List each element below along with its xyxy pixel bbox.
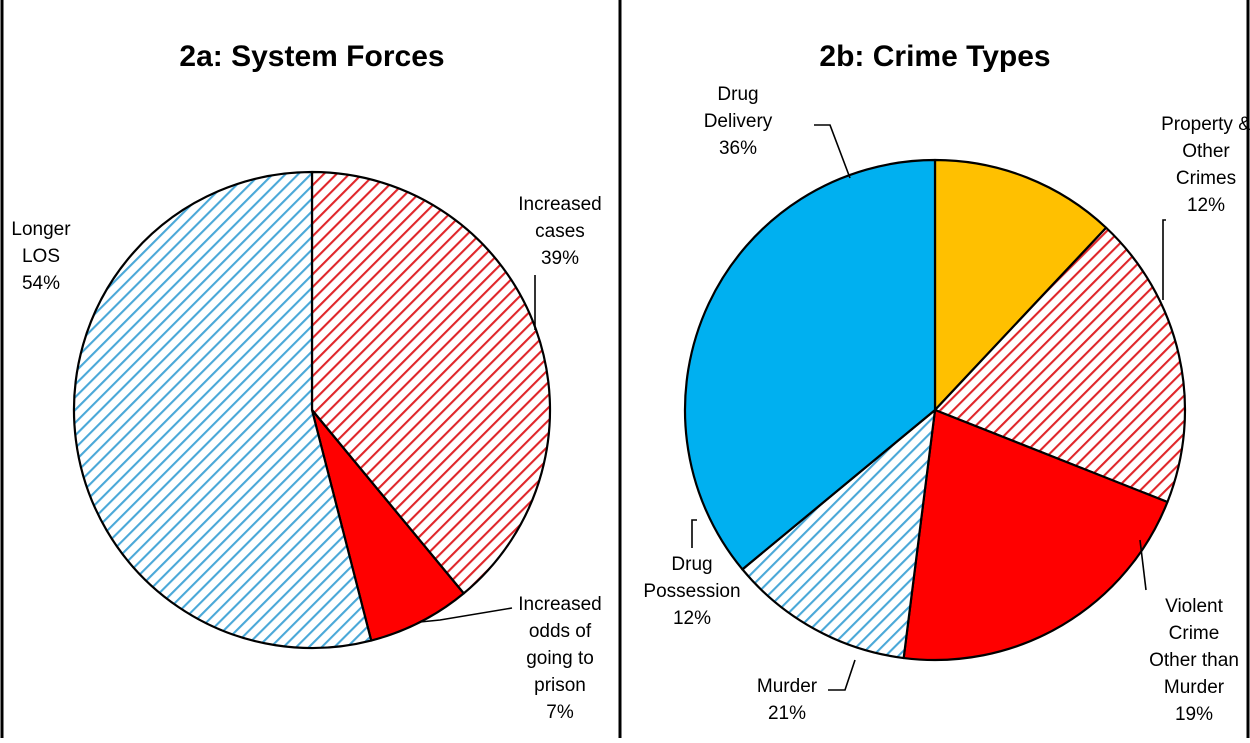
pie-slice-property-other-crimes bbox=[933, 158, 1108, 412]
slice-label-drug-delivery: Drug Delivery 36% bbox=[704, 84, 773, 159]
chart-title: 2a: System Forces bbox=[179, 40, 444, 73]
pie-slice-drug-possession bbox=[741, 408, 937, 660]
chart-2a-system-forces: 2a: System Forces Increased cases 39% Increa… bbox=[11, 40, 601, 723]
leader-line-drug-possession bbox=[691, 519, 697, 548]
chart-2b-crime-types: 2b: Crime Types Property & Other Crimes 12% V… bbox=[643, 40, 1250, 725]
leader-line-increased-odds-of-going-to-prison bbox=[419, 607, 513, 623]
pie-slice-longer-los bbox=[72, 170, 373, 650]
slice-label-longer-los: Longer LOS 54% bbox=[11, 219, 71, 294]
pie-slice-increased-cases bbox=[310, 170, 552, 595]
leader-line-murder bbox=[828, 659, 856, 691]
slice-label-murder: Murder 21% bbox=[757, 676, 818, 724]
leader-line-drug-delivery bbox=[814, 124, 851, 179]
leader-line-violent-crime-other-than-murder bbox=[1139, 539, 1147, 591]
pie-slice-murder bbox=[902, 408, 1169, 662]
leader-line-property-other-crimes bbox=[1162, 219, 1166, 300]
slice-label-violent-crime-other-than-murder: Violent Crime Other than Murder 19% bbox=[1149, 596, 1239, 725]
slice-label-drug-possession: Drug Possession 12% bbox=[643, 554, 740, 629]
pie-slice-drug-delivery bbox=[683, 158, 937, 571]
chart-title: 2b: Crime Types bbox=[819, 40, 1050, 73]
slice-label-increased-odds-of-going-to-prison: Increased odds of going to prison 7% bbox=[518, 594, 601, 723]
pie-slice-violent-crime-other-than-murder bbox=[933, 226, 1187, 504]
slice-label-property-other-crimes: Property & Other Crimes 12% bbox=[1161, 114, 1250, 216]
slice-label-increased-cases: Increased cases 39% bbox=[518, 194, 601, 269]
